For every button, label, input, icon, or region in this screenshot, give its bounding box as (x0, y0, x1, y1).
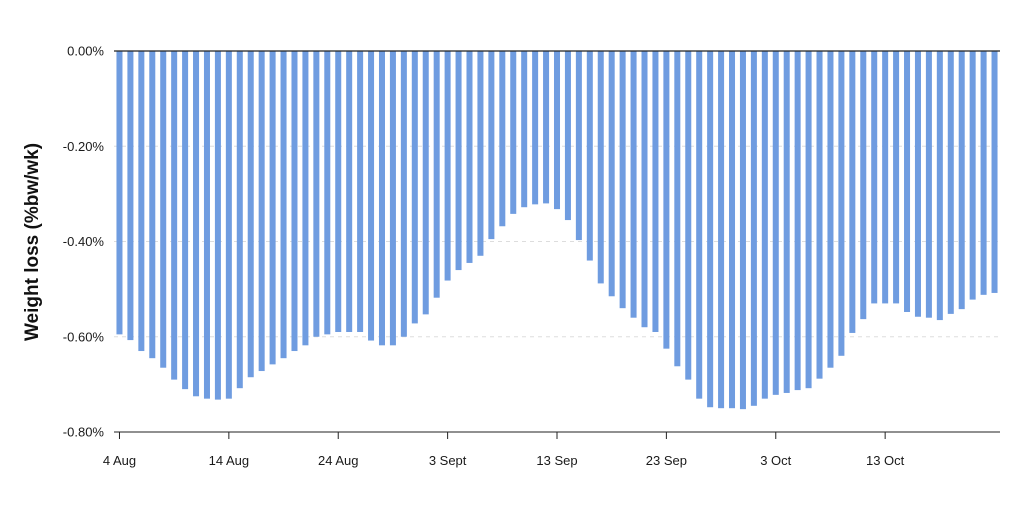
bar (980, 51, 987, 295)
bar (925, 51, 932, 318)
bar (203, 51, 210, 399)
bar (816, 51, 823, 379)
bar (171, 51, 178, 380)
bar (947, 51, 954, 314)
bar (455, 51, 462, 271)
bar (160, 51, 167, 368)
x-tick-label: 24 Aug (318, 453, 359, 468)
x-axis-ticks: 4 Aug 14 Aug 24 Aug 3 Sept 13 Sep 23 Sep 3 Oct… (103, 432, 905, 468)
bar (214, 51, 221, 400)
bar (532, 51, 539, 205)
bar (860, 51, 867, 320)
bar (368, 51, 375, 341)
bar (346, 51, 353, 332)
x-tick-label: 3 Oct (760, 453, 791, 468)
bar (991, 51, 998, 293)
x-tick-label: 3 Sept (429, 453, 467, 468)
bar (685, 51, 692, 380)
bar (871, 51, 878, 304)
bar (608, 51, 615, 297)
bar (586, 51, 593, 261)
bar (893, 51, 900, 304)
bar (761, 51, 768, 399)
bar-series (116, 51, 998, 410)
bar (466, 51, 473, 263)
bar (149, 51, 156, 359)
bar (750, 51, 757, 406)
bar (258, 51, 265, 372)
y-tick-label: -0.20% (63, 139, 105, 154)
bar (193, 51, 200, 397)
bar (378, 51, 385, 346)
bar (729, 51, 736, 409)
bar (969, 51, 976, 300)
y-tick-label: 0.00% (67, 44, 104, 59)
bar (138, 51, 145, 352)
bar (499, 51, 506, 227)
x-tick-label: 14 Aug (209, 453, 250, 468)
bar (794, 51, 801, 391)
y-axis-title: Weight loss (%bw/wk) (22, 143, 43, 341)
bar (116, 51, 123, 335)
bar (575, 51, 582, 241)
bar (521, 51, 528, 208)
y-tick-label: -0.80% (63, 425, 105, 440)
x-tick-label: 13 Sep (536, 453, 577, 468)
bar (958, 51, 965, 310)
bar (783, 51, 790, 393)
bar (696, 51, 703, 399)
bar (805, 51, 812, 389)
bar (641, 51, 648, 328)
bar (553, 51, 561, 210)
bar (630, 51, 637, 318)
bar (357, 51, 364, 332)
bar (849, 51, 856, 333)
bar (882, 51, 889, 304)
bar (663, 51, 670, 349)
bar (302, 51, 309, 346)
bar (127, 51, 134, 341)
bar (400, 51, 407, 337)
bar (488, 51, 495, 240)
x-tick-label: 13 Oct (866, 453, 905, 468)
y-axis-ticks: 0.00% -0.20% -0.40% -0.60% -0.80% (63, 44, 105, 440)
bar (904, 51, 911, 312)
bar (444, 51, 451, 281)
bar (543, 51, 550, 204)
bar (477, 51, 484, 256)
bar (707, 51, 714, 408)
bar (422, 51, 429, 315)
bar (225, 51, 232, 399)
bar (269, 51, 276, 365)
bar (652, 51, 659, 332)
bar (510, 51, 517, 214)
bar (313, 51, 320, 337)
bar (411, 51, 418, 324)
bar (718, 51, 725, 409)
y-tick-label: -0.60% (63, 329, 105, 344)
bar (838, 51, 845, 356)
bar (324, 51, 331, 335)
x-tick-label: 23 Sep (646, 453, 687, 468)
bar (236, 51, 243, 389)
bar (291, 51, 298, 352)
bar (739, 51, 746, 410)
bar (827, 51, 834, 368)
x-tick-label: 4 Aug (103, 453, 136, 468)
bar (564, 51, 571, 221)
bar (433, 51, 440, 298)
bar (280, 51, 287, 359)
bar (182, 51, 189, 390)
y-tick-label: -0.40% (63, 234, 105, 249)
bar (247, 51, 254, 378)
bar (936, 51, 943, 321)
bar (597, 51, 604, 284)
bar (674, 51, 681, 367)
bar (335, 51, 342, 332)
bar (914, 51, 921, 317)
bar (772, 51, 779, 395)
bar (389, 51, 396, 346)
bar (619, 51, 626, 309)
